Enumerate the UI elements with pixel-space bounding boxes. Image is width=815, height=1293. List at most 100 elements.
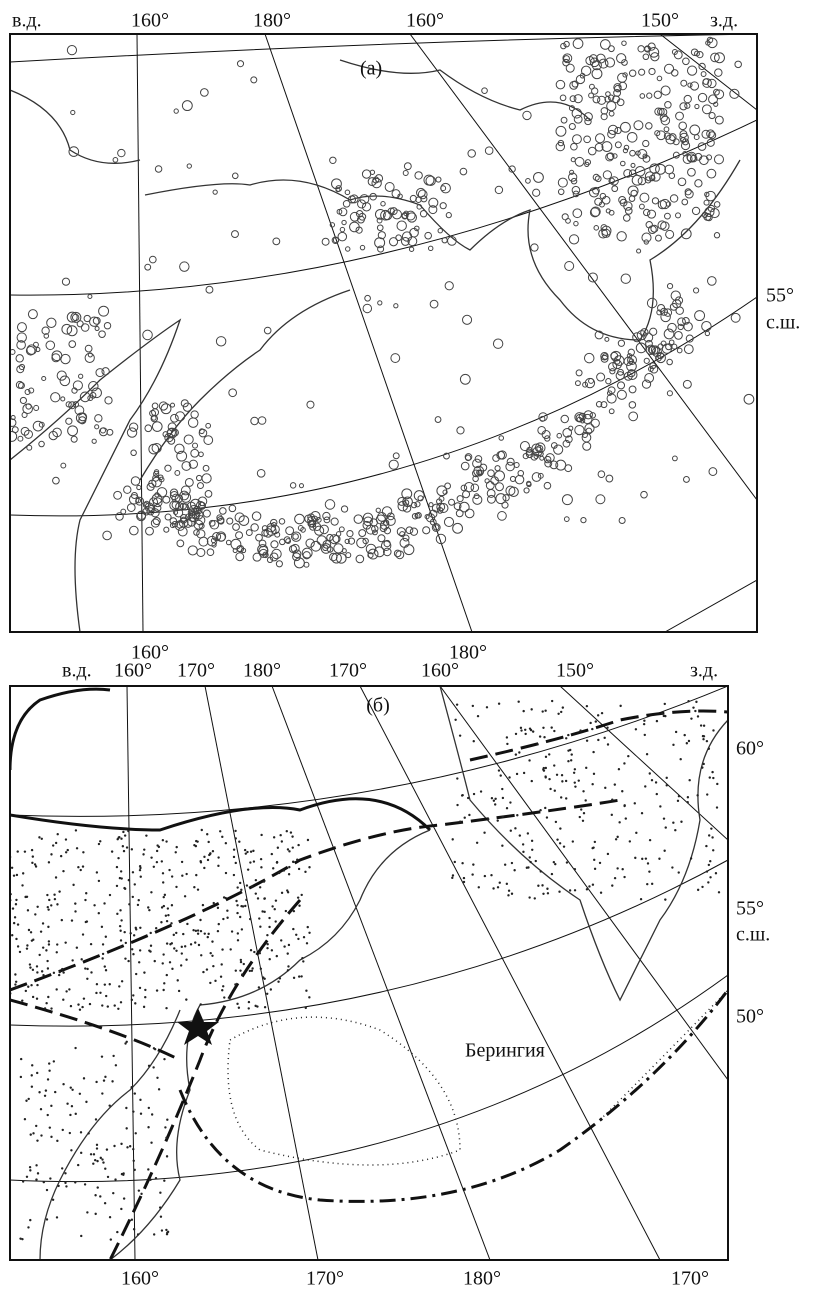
decor-dot: [323, 516, 331, 524]
decor-dot: [95, 991, 98, 995]
decor-dot: [523, 487, 530, 494]
decor-dot: [214, 979, 217, 983]
decor-dot: [485, 481, 495, 490]
decor-dot: [216, 514, 223, 521]
panel-label: (б): [366, 695, 390, 717]
decor-dot: [607, 129, 616, 139]
decor-dot: [665, 201, 672, 207]
decor-dot: [336, 208, 343, 215]
decor-dot: [555, 79, 566, 90]
decor-dot: [528, 856, 531, 859]
decor-dot: [97, 912, 100, 915]
decor-dot: [160, 906, 164, 909]
decor-dot: [684, 189, 694, 199]
decor-dot: [288, 865, 291, 869]
decor-dot: [133, 1092, 137, 1095]
decor-dot: [97, 842, 101, 846]
decor-dot: [622, 148, 629, 154]
decor-dot: [559, 94, 567, 102]
decor-dot: [198, 451, 204, 458]
decor-dot: [528, 759, 531, 762]
decor-dot: [587, 272, 598, 283]
decor-dot: [173, 509, 179, 516]
decor-dot: [620, 121, 631, 133]
decor-dot: [671, 49, 678, 56]
decor-dot: [560, 116, 568, 124]
decor-dot: [165, 1136, 168, 1139]
decor-dot: [50, 853, 53, 856]
decor-dot: [676, 347, 683, 354]
decor-dot: [573, 114, 583, 124]
decor-dot: [245, 884, 249, 887]
decor-dot: [26, 444, 33, 451]
decor-dot: [266, 942, 269, 946]
decor-dot: [142, 1005, 146, 1009]
decor-dot: [706, 138, 715, 147]
decor-dot: [428, 205, 438, 215]
decor-dot: [301, 957, 304, 960]
decor-dot: [607, 94, 615, 101]
decor-dot: [584, 117, 592, 126]
coastline: [39, 1009, 181, 1260]
decor-dot: [496, 886, 500, 889]
decor-dot: [509, 801, 512, 804]
decor-dot: [99, 1195, 102, 1198]
decor-dot: [230, 538, 242, 550]
decor-dot: [160, 921, 163, 924]
decor-dot: [150, 1141, 153, 1144]
decor-dot: [239, 960, 243, 964]
decor-dot: [101, 1158, 104, 1161]
decor-dot: [82, 851, 85, 854]
decor-dot: [27, 985, 30, 988]
decor-dot: [669, 194, 679, 203]
decor-dot: [69, 1004, 73, 1008]
decor-dot: [514, 753, 518, 756]
decor-dot: [614, 838, 618, 841]
decor-dot: [415, 512, 422, 519]
map-a: [10, 34, 757, 632]
decor-dot: [174, 851, 177, 854]
decor-dot: [627, 185, 639, 197]
decor-dot: [588, 885, 591, 888]
decor-dot: [12, 921, 16, 925]
decor-dot: [624, 817, 628, 820]
decor-dot: [402, 170, 409, 177]
decor-dot: [68, 401, 77, 410]
decor-dot: [644, 171, 656, 182]
decor-dot: [502, 494, 510, 502]
decor-dot: [180, 492, 192, 503]
decor-dot: [636, 248, 642, 254]
decor-dot: [591, 727, 594, 731]
decor-dot: [533, 171, 544, 183]
decor-dot: [497, 450, 507, 460]
decor-dot: [163, 1179, 166, 1182]
decor-dot: [104, 935, 108, 938]
decor-dot: [382, 547, 392, 557]
decor-dot: [253, 950, 256, 954]
decor-dot: [122, 849, 126, 853]
decor-dot: [196, 888, 200, 891]
decor-dot: [260, 866, 263, 869]
decor-dot: [163, 982, 166, 985]
decor-dot: [569, 95, 577, 103]
top-label: 160°: [421, 660, 459, 682]
decor-dot: [581, 431, 588, 438]
decor-dot: [17, 382, 25, 390]
decor-dot: [428, 197, 439, 208]
decor-dot: [162, 953, 165, 956]
decor-dot: [103, 983, 107, 986]
decor-dot: [207, 840, 210, 844]
decor-dot: [487, 469, 495, 477]
decor-dot: [623, 201, 633, 211]
decor-dot: [165, 919, 169, 923]
decor-dot: [238, 881, 242, 885]
decor-dot: [462, 876, 466, 880]
decor-dot: [127, 959, 130, 963]
decor-dot: [157, 845, 161, 849]
decor-dot: [589, 54, 598, 63]
decor-dot: [130, 449, 137, 457]
decor-dot: [14, 980, 18, 983]
decor-dot: [518, 834, 522, 837]
decor-dot: [109, 1238, 113, 1241]
decor-dot: [705, 844, 708, 848]
